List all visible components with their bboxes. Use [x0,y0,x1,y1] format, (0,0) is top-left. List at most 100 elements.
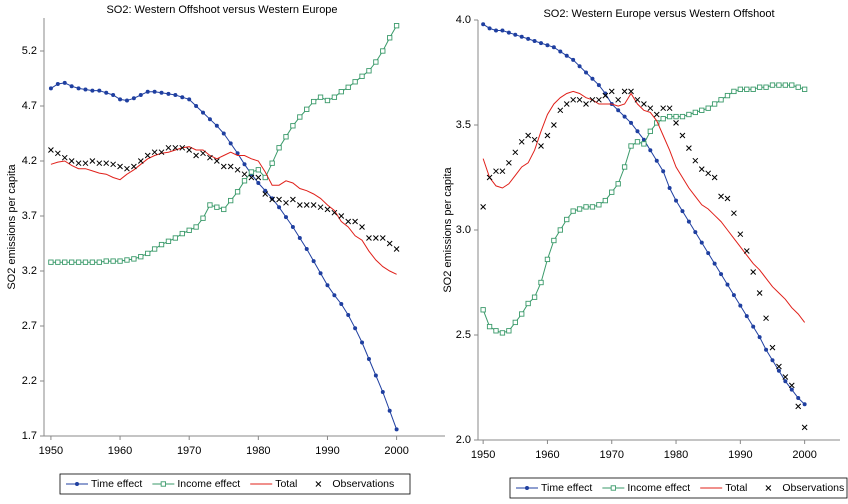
point [551,122,557,128]
point [318,271,323,276]
plot: SO2: Western Europe versus Western Offsh… [442,8,848,499]
point [345,84,351,90]
point [54,150,61,157]
point [783,379,788,384]
point [241,171,248,178]
point [255,174,262,181]
y-tick-label: 4.0 [456,14,471,26]
point [699,107,705,113]
point [117,163,123,170]
point [544,256,551,263]
point [719,272,724,277]
point [69,84,74,89]
series-line [482,84,805,334]
point [227,163,234,170]
point [248,169,255,175]
point [55,82,60,86]
point [173,93,178,97]
point [802,402,807,407]
point [544,132,551,139]
x-tick-label: 1960 [535,449,559,461]
point [789,387,794,392]
point [131,163,137,170]
point [103,160,110,167]
point [241,178,248,184]
point [213,158,220,164]
point [480,204,486,210]
point [641,101,647,107]
point [48,86,53,91]
point [103,258,109,264]
point [776,363,782,370]
point [789,82,795,88]
point [310,202,317,208]
point [366,357,371,361]
point [325,283,330,288]
point [531,294,538,300]
point [187,97,192,102]
point [131,96,136,101]
point [615,96,622,103]
point [172,235,179,241]
point [532,39,537,43]
legend-label: Observations [782,482,844,494]
point [493,168,499,175]
point [513,32,518,37]
point [366,68,372,74]
point [276,196,282,203]
point [283,215,288,220]
point [602,92,609,99]
point [801,424,808,431]
point [68,158,75,164]
point [545,43,550,48]
point [589,204,596,210]
point [499,168,506,175]
point [228,197,234,204]
y-tick-label: 4.2 [22,155,37,167]
legend-label: Total [725,482,747,494]
point [48,259,54,265]
point [628,88,634,95]
point [486,174,493,181]
point [234,166,241,173]
point [353,326,358,331]
point [724,92,731,99]
point [564,216,570,223]
point [782,374,789,380]
legend-label: Observations [332,478,394,490]
legend-label: Income effect [177,478,240,490]
point [756,290,763,296]
series [48,80,399,432]
point [393,246,400,252]
point [757,335,762,340]
point [525,300,531,307]
point [725,282,730,287]
point [744,86,750,92]
point [486,323,493,330]
y-tick-label: 3.0 [456,224,471,236]
y-tick-label: 1.7 [22,430,37,442]
point [621,164,628,170]
point [380,48,386,54]
point [75,259,82,265]
point [506,30,511,35]
point [571,57,576,62]
point [317,204,324,211]
series-line [482,90,806,323]
y-tick-label: 3.2 [22,265,37,277]
point [769,82,776,88]
point [596,83,601,88]
legend-label: Time effect [91,478,142,490]
point [263,188,268,193]
point [718,97,724,103]
series-line [482,23,805,405]
point [255,167,261,173]
x-tick-label: 2000 [384,445,408,457]
point [615,181,621,187]
point [104,90,109,95]
x-tick-label: 1970 [177,445,201,457]
point [743,248,750,254]
y-tick-label: 2.2 [22,375,37,387]
point [48,147,54,153]
point [763,315,769,322]
